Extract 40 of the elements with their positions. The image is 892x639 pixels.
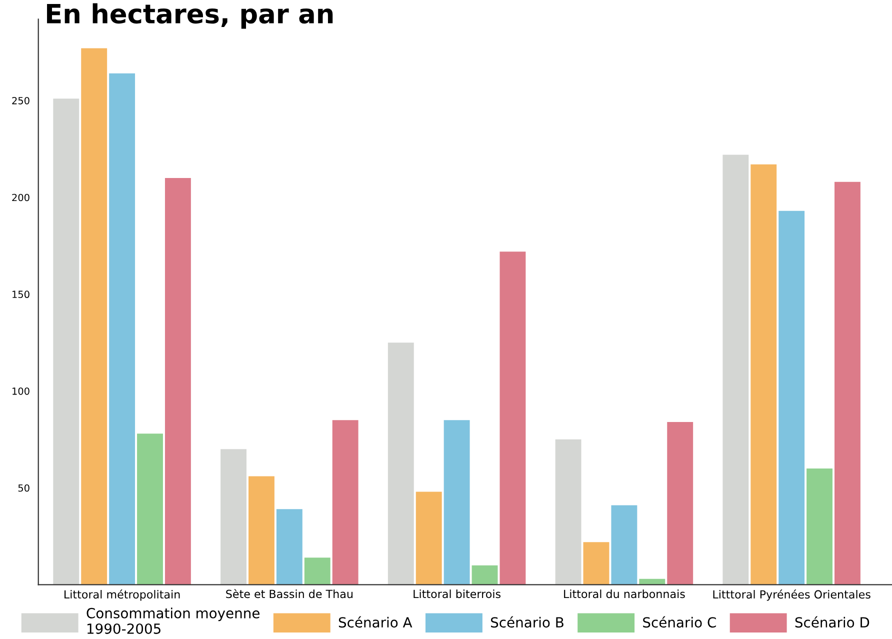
bar xyxy=(416,492,442,585)
legend-label: Scénario B xyxy=(490,616,564,628)
y-tick-label: 100 xyxy=(12,387,30,395)
bar xyxy=(276,509,302,585)
y-tick-label: 250 xyxy=(12,96,30,104)
x-tick-label: Littoral métropolitain xyxy=(64,590,180,601)
x-tick-label: Littoral biterrois xyxy=(414,590,501,598)
bar xyxy=(555,439,582,585)
bar xyxy=(444,420,470,585)
chart-title: En hectares, par an xyxy=(47,3,333,29)
bar xyxy=(778,210,805,585)
legend-label: Scénario C xyxy=(643,616,716,628)
bar xyxy=(109,73,136,585)
bar xyxy=(220,449,246,585)
bar xyxy=(472,565,498,585)
bar xyxy=(750,164,777,585)
bar xyxy=(332,420,358,585)
y-tick-label: 150 xyxy=(12,290,30,298)
bar xyxy=(611,505,638,585)
bar xyxy=(806,468,832,585)
bar xyxy=(164,178,191,585)
legend-label: Scénario D xyxy=(795,616,870,628)
bar xyxy=(500,252,526,585)
bar xyxy=(248,476,274,585)
x-tick-label: Littoral du narbonnais xyxy=(564,590,685,598)
y-tick-label: 200 xyxy=(12,194,30,202)
bar xyxy=(667,422,694,585)
y-tick-label: 50 xyxy=(18,484,30,492)
legend-label: Scénario A xyxy=(338,616,412,628)
legend-label: Consommation moyenne 1990-2005 xyxy=(86,608,260,634)
x-tick-label: Litttoral Pyrénées Orientales xyxy=(713,590,870,601)
bar xyxy=(388,342,414,585)
bar xyxy=(81,48,108,585)
bar xyxy=(834,182,860,585)
bar xyxy=(53,98,80,585)
bar xyxy=(304,558,330,585)
bar xyxy=(137,434,163,585)
bar xyxy=(722,154,749,585)
bar xyxy=(583,542,610,585)
x-tick-label: Sète et Bassin de Thau xyxy=(226,589,352,598)
